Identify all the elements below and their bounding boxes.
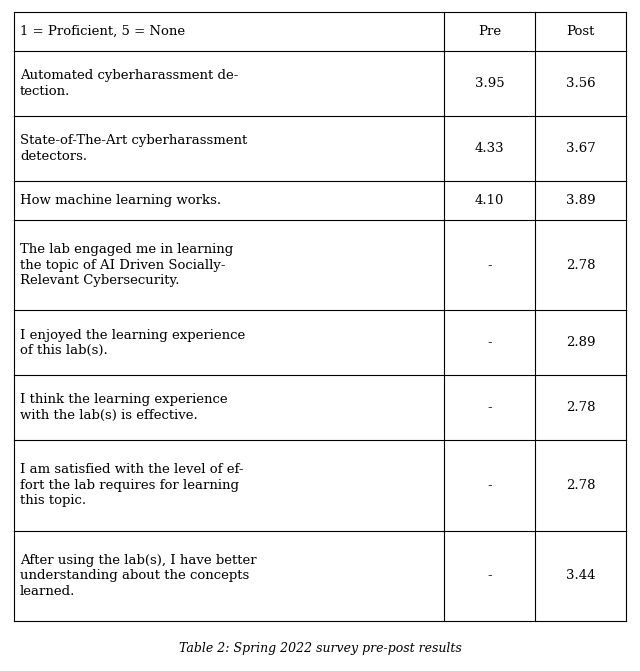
Text: 1 = Proficient, 5 = None: 1 = Proficient, 5 = None bbox=[20, 25, 185, 38]
Text: 4.10: 4.10 bbox=[475, 194, 504, 207]
Text: -: - bbox=[488, 569, 492, 582]
Text: 3.56: 3.56 bbox=[566, 77, 595, 90]
Text: How machine learning works.: How machine learning works. bbox=[20, 194, 221, 207]
Text: -: - bbox=[488, 259, 492, 272]
Text: I am satisfied with the level of ef-
fort the lab requires for learning
this top: I am satisfied with the level of ef- for… bbox=[20, 463, 243, 507]
Text: Pre: Pre bbox=[478, 25, 501, 38]
Text: Automated cyberharassment de-
tection.: Automated cyberharassment de- tection. bbox=[20, 69, 238, 98]
Text: 3.67: 3.67 bbox=[566, 142, 595, 155]
Text: Post: Post bbox=[566, 25, 595, 38]
Text: 4.33: 4.33 bbox=[475, 142, 504, 155]
Text: I think the learning experience
with the lab(s) is effective.: I think the learning experience with the… bbox=[20, 393, 228, 422]
Text: 2.78: 2.78 bbox=[566, 259, 595, 272]
Text: The lab engaged me in learning
the topic of AI Driven Socially-
Relevant Cyberse: The lab engaged me in learning the topic… bbox=[20, 243, 233, 287]
Text: -: - bbox=[488, 401, 492, 414]
Text: 3.44: 3.44 bbox=[566, 569, 595, 582]
Text: -: - bbox=[488, 336, 492, 350]
Text: 3.95: 3.95 bbox=[475, 77, 504, 90]
Text: I enjoyed the learning experience
of this lab(s).: I enjoyed the learning experience of thi… bbox=[20, 329, 245, 357]
Text: 2.78: 2.78 bbox=[566, 479, 595, 492]
Text: 2.78: 2.78 bbox=[566, 401, 595, 414]
Text: After using the lab(s), I have better
understanding about the concepts
learned.: After using the lab(s), I have better un… bbox=[20, 554, 257, 598]
Text: 2.89: 2.89 bbox=[566, 336, 595, 350]
Text: -: - bbox=[488, 479, 492, 492]
Text: 3.89: 3.89 bbox=[566, 194, 595, 207]
Text: State-of-The-Art cyberharassment
detectors.: State-of-The-Art cyberharassment detecto… bbox=[20, 134, 247, 162]
Text: Table 2: Spring 2022 survey pre-post results: Table 2: Spring 2022 survey pre-post res… bbox=[179, 642, 461, 655]
